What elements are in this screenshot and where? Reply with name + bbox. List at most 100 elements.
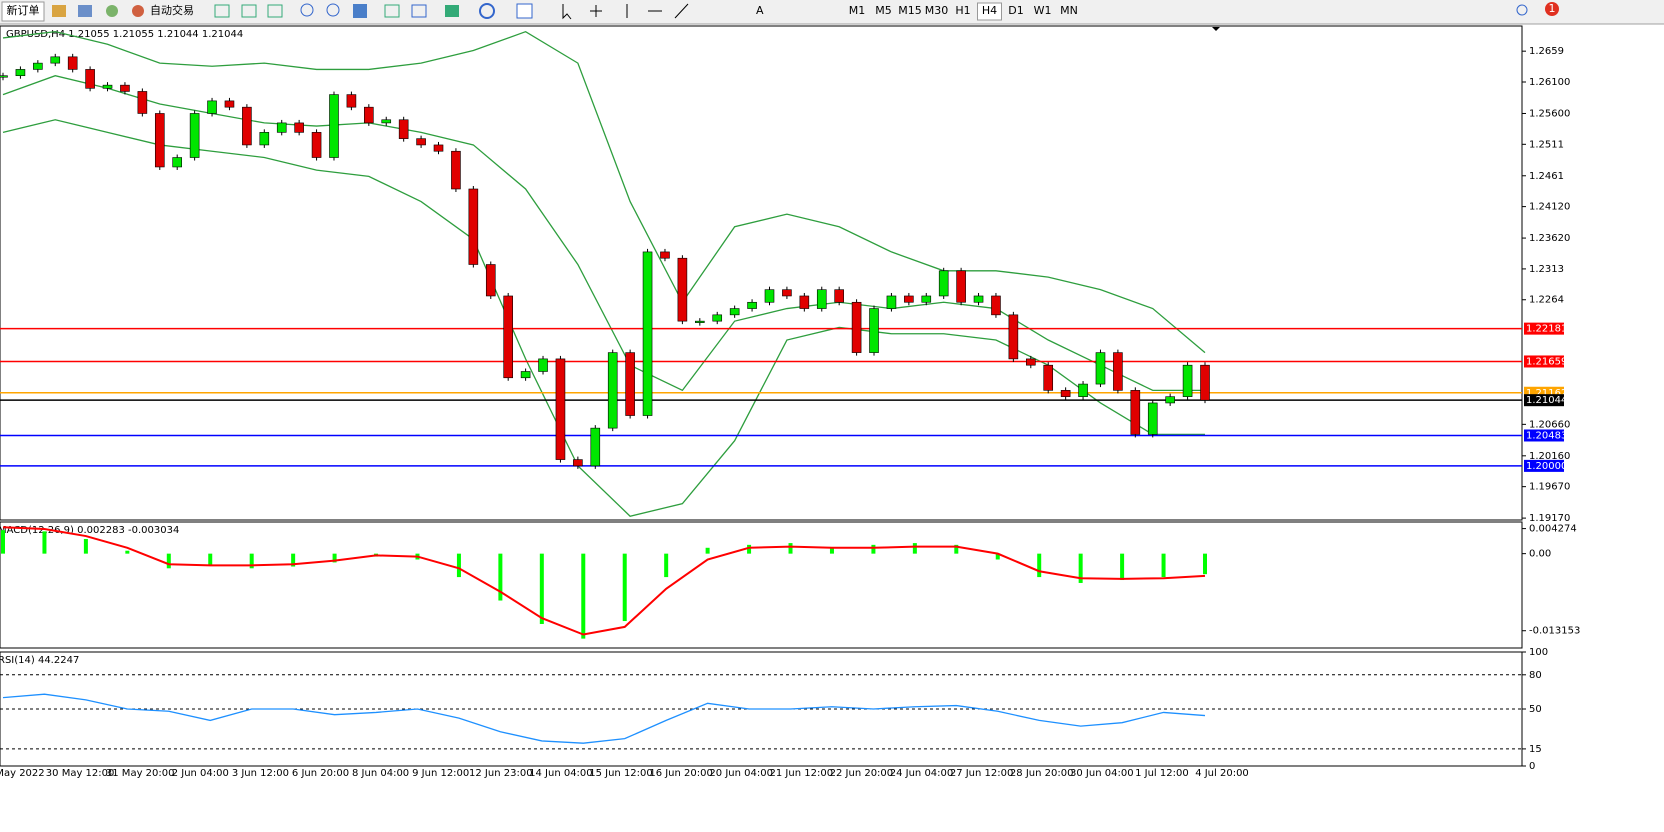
macd-bar — [747, 544, 752, 554]
candle — [677, 257, 688, 322]
y-tick-label: 1.25600 — [1529, 108, 1570, 119]
candle — [259, 132, 270, 146]
candle — [1078, 383, 1088, 397]
price-panel — [0, 25, 1523, 521]
y-tick-label: 1.2511 — [1529, 139, 1564, 150]
tile[interactable] — [353, 4, 367, 18]
y-tick-label: 15 — [1529, 744, 1542, 755]
timeframe[interactable]: H4 — [982, 4, 997, 17]
cursor[interactable] — [562, 4, 572, 20]
y-tick-label: 80 — [1529, 670, 1542, 681]
candle — [921, 295, 932, 303]
timeframe[interactable]: D1 — [1008, 4, 1023, 17]
y-tick-label: 1.2461 — [1529, 171, 1564, 182]
icon[interactable] — [384, 4, 400, 18]
candle — [102, 84, 113, 89]
candle — [1165, 396, 1175, 404]
x-tick-label: 24 Jun 04:00 — [890, 768, 954, 779]
periods[interactable] — [479, 3, 495, 19]
macd-bar — [539, 553, 544, 624]
macd-bar — [1120, 553, 1125, 581]
icon[interactable] — [214, 4, 230, 18]
x-tick-label: 2 Jun 04:00 — [172, 768, 229, 779]
new-order-button[interactable] — [1, 1, 45, 22]
signal-line — [2, 526, 1206, 636]
icon[interactable] — [52, 5, 66, 17]
candle — [15, 69, 26, 77]
templates[interactable] — [516, 3, 533, 19]
line-tools[interactable] — [626, 3, 689, 19]
timeframe[interactable]: M30 — [925, 4, 949, 17]
indicators[interactable] — [445, 5, 459, 17]
panel-title: GBPUSD,H4 1.21055 1.21055 1.21044 1.2104… — [6, 29, 243, 40]
candle — [904, 295, 914, 303]
candle — [85, 69, 95, 89]
icon[interactable] — [78, 5, 92, 17]
candle — [973, 295, 984, 303]
icon[interactable] — [411, 4, 427, 18]
timeframe[interactable]: MN — [1060, 4, 1078, 17]
auto-trading-icon[interactable] — [132, 5, 144, 17]
notifications-badge[interactable] — [1545, 2, 1559, 16]
timeframe[interactable]: M1 — [849, 4, 866, 17]
candle — [886, 295, 897, 309]
y-tick-label: 1.24120 — [1529, 202, 1570, 213]
candle — [1200, 364, 1210, 401]
candle — [1182, 364, 1193, 397]
y-tick-label: 50 — [1529, 704, 1542, 715]
candle — [869, 308, 879, 353]
candle — [329, 94, 339, 158]
candle — [799, 295, 810, 309]
zoom-out[interactable] — [326, 3, 340, 17]
active-timeframe — [977, 2, 1002, 21]
x-tick-label: 20 Jun 04:00 — [709, 768, 773, 779]
macd-bar — [1037, 553, 1042, 578]
notifications[interactable]: 1 — [1549, 2, 1556, 15]
icon[interactable] — [106, 5, 118, 17]
x-tick-label: 14 Jun 04:00 — [529, 768, 593, 779]
timeframe[interactable]: M5 — [875, 4, 892, 17]
crosshair[interactable] — [590, 5, 602, 17]
timeframe[interactable]: M15 — [898, 4, 922, 17]
candle — [1060, 390, 1071, 397]
y-tick-label: 1.23620 — [1529, 233, 1570, 244]
icon[interactable] — [267, 4, 283, 18]
candle — [433, 144, 444, 152]
price-level-tag — [1524, 429, 1564, 442]
x-tick-label: May 2022 — [0, 768, 45, 779]
price-level-tag — [1524, 322, 1564, 335]
macd-bar — [456, 553, 461, 578]
macd-bar — [954, 544, 959, 554]
search[interactable] — [1516, 4, 1528, 16]
price-level-label: 1.21162 — [1526, 388, 1567, 399]
x-tick-label: 16 Jun 20:00 — [649, 768, 713, 779]
candle — [381, 119, 392, 124]
macd-bar — [1203, 553, 1207, 575]
y-tick-label: 1.2659 — [1529, 46, 1564, 57]
price-level-tag — [1524, 459, 1564, 472]
auto-trading[interactable]: 自动交易 — [150, 3, 194, 17]
candle — [242, 106, 252, 146]
rsi-line — [2, 693, 1206, 744]
candle — [729, 308, 740, 316]
x-tick-label: 22 Jun 20:00 — [830, 768, 894, 779]
x-tick-label: 8 Jun 04:00 — [352, 768, 409, 779]
new-order[interactable]: 新订单 — [7, 3, 40, 17]
candle — [573, 459, 583, 467]
icon[interactable] — [241, 4, 257, 18]
candle — [311, 132, 322, 158]
y-tick-label: 0.00 — [1529, 549, 1551, 560]
candle — [538, 358, 548, 372]
timeframe[interactable]: H1 — [955, 4, 970, 17]
timeframe[interactable]: W1 — [1034, 4, 1052, 17]
x-tick-label: 30 May 12:00 — [46, 768, 115, 779]
candle — [520, 371, 531, 379]
text-tool[interactable]: A — [756, 4, 764, 17]
bollinger-band — [2, 75, 1205, 392]
x-tick-label: 4 Jul 20:00 — [1195, 768, 1249, 779]
candle — [1025, 358, 1036, 366]
zoom-in[interactable] — [300, 3, 314, 17]
candle — [172, 157, 183, 168]
macd-bar — [581, 553, 586, 639]
macd-bar — [83, 538, 88, 554]
